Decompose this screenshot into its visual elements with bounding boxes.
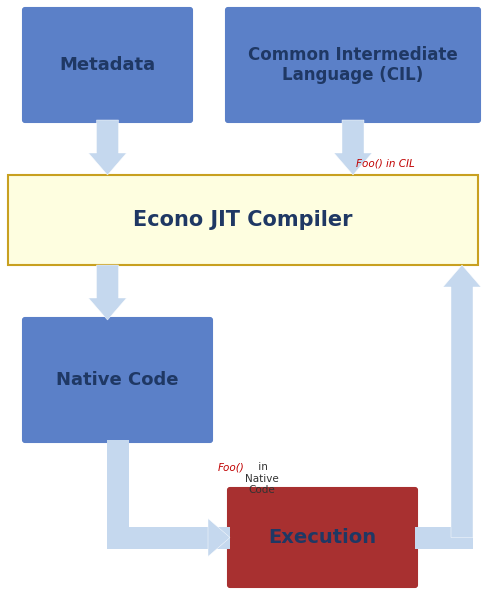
Text: Common Intermediate
Language (CIL): Common Intermediate Language (CIL) [248, 45, 458, 85]
Text: Execution: Execution [268, 528, 377, 547]
Text: Native Code: Native Code [56, 371, 179, 389]
Polygon shape [208, 519, 230, 557]
Text: Foo() in CIL: Foo() in CIL [356, 158, 415, 168]
Text: in
Native
Code: in Native Code [245, 462, 279, 495]
Text: Foo(): Foo() [218, 462, 245, 472]
Bar [106, 527, 230, 549]
Polygon shape [443, 265, 481, 538]
Text: Metadata: Metadata [60, 56, 156, 74]
Bar [106, 440, 129, 538]
Text: Econo JIT Compiler: Econo JIT Compiler [133, 210, 353, 230]
FancyBboxPatch shape [228, 488, 417, 587]
Polygon shape [89, 120, 127, 175]
FancyBboxPatch shape [23, 8, 192, 122]
Bar [415, 527, 473, 549]
Polygon shape [334, 120, 372, 175]
Polygon shape [89, 265, 127, 320]
FancyBboxPatch shape [8, 175, 478, 265]
FancyBboxPatch shape [23, 318, 212, 442]
FancyBboxPatch shape [226, 8, 480, 122]
